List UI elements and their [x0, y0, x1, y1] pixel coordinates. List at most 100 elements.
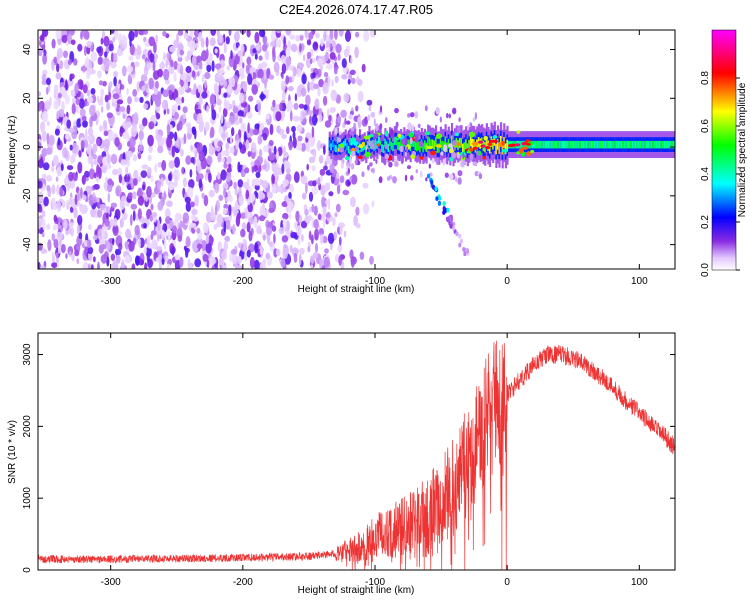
spectrogram-cell — [459, 238, 464, 244]
spectrogram-cell — [617, 140, 620, 149]
spectrogram-cell — [38, 196, 41, 204]
spectrogram-cell — [361, 141, 365, 147]
spectrogram-cell — [444, 172, 449, 178]
spectrogram-cell — [67, 33, 72, 45]
spectrogram-cell — [399, 145, 404, 153]
spectrogram-cell — [133, 169, 139, 182]
spectrogram-cell — [161, 229, 166, 241]
spectrogram-cell — [132, 89, 138, 97]
spectrogram-cell — [101, 226, 105, 238]
spectrogram-cell — [463, 142, 466, 153]
spectrogram-cell — [448, 143, 453, 148]
spectrogram-cell — [653, 140, 657, 149]
x-tick-label: 100 — [631, 276, 648, 287]
spectrogram-cell — [110, 202, 118, 208]
spectrogram-cell — [202, 253, 209, 262]
spectrogram-cell — [78, 232, 83, 240]
spectrogram-cell — [142, 117, 148, 127]
spectrogram-cell — [596, 140, 599, 149]
spectrogram-cell — [213, 224, 218, 231]
spectrogram-cell — [200, 37, 205, 48]
spectrogram-cell — [201, 74, 205, 83]
spectrogram-cell — [374, 143, 377, 150]
spectrogram-cell — [478, 173, 483, 180]
spectrogram-cell — [160, 61, 165, 67]
spectrogram-cell — [92, 153, 97, 160]
spectrogram-cell — [162, 31, 167, 37]
spectrogram-cell — [231, 127, 235, 137]
spectrogram-cell — [349, 196, 356, 208]
spectrogram-cell — [46, 223, 51, 231]
spectrogram-cell — [317, 86, 321, 97]
spectrogram-cell — [299, 214, 303, 224]
spectrogram-cell — [634, 140, 637, 149]
spectrogram-cell — [79, 108, 86, 117]
spectrogram-cell — [590, 140, 593, 149]
spectrogram-cell — [394, 161, 399, 167]
spectrogram-cell — [190, 222, 195, 228]
spectrogram-cell — [68, 196, 73, 206]
spectrogram-cell — [246, 212, 253, 218]
spectrogram-cell — [379, 105, 383, 113]
spectrogram-cell — [138, 130, 144, 141]
spectrogram-cell — [46, 184, 51, 192]
spectrogram-cell — [68, 222, 74, 228]
spectrogram-cell — [419, 143, 422, 153]
spectrogram-cell — [90, 44, 94, 51]
spectrogram-cell — [266, 191, 273, 199]
spectrogram-cell — [237, 50, 244, 57]
spectrogram-cell — [119, 127, 123, 137]
spectrogram-cell — [240, 228, 246, 238]
spectrogram-cell — [501, 140, 505, 146]
spectrogram-cell — [96, 95, 100, 103]
spectrogram-cell — [538, 140, 541, 149]
spectrogram-cell — [198, 151, 205, 162]
spectrogram-cell — [246, 249, 251, 258]
spectrogram-cell — [173, 60, 178, 70]
spectrogram-cell — [426, 173, 431, 179]
spectrogram-cell — [394, 107, 399, 114]
spectrogram-cell — [389, 129, 394, 137]
spectrogram-cell — [371, 200, 375, 208]
spectrogram-cell — [193, 64, 200, 71]
spectrogram-cell — [519, 140, 522, 149]
spectrogram-cell — [485, 136, 488, 147]
spectrogram-cell — [190, 156, 195, 164]
spectrogram-cell — [302, 54, 306, 62]
spectrogram-cell — [401, 138, 406, 145]
spectrogram-cell — [342, 189, 350, 196]
spectrogram-cell — [311, 113, 318, 126]
spectrogram-cell — [74, 82, 79, 94]
spectrogram-cell — [638, 140, 641, 149]
spectrogram-cell — [400, 157, 404, 165]
spectrogram-cell — [134, 30, 139, 38]
spectrogram-cell — [592, 140, 595, 149]
spectrogram-cell — [205, 48, 209, 60]
spectrogram-cell — [163, 68, 170, 81]
spectrogram-cell — [410, 175, 414, 181]
spectrogram-cell — [71, 103, 76, 115]
spectrogram-cell — [57, 244, 61, 254]
spectrogram-cell — [70, 39, 76, 45]
spectrogram-cell — [171, 104, 175, 117]
spectrogram-cell — [355, 206, 360, 216]
spectrogram-cell — [569, 140, 572, 149]
spectrogram-cell — [127, 96, 132, 105]
spectrogram-cell — [330, 89, 338, 102]
spectrogram-cell — [250, 258, 254, 267]
spectrogram-cell — [242, 62, 245, 69]
spectrogram-cell — [140, 170, 148, 179]
spectrogram-cell — [574, 140, 577, 149]
spectrogram-cell — [204, 121, 210, 132]
spectrogram-cell — [351, 77, 356, 85]
spectrogram-cell — [622, 140, 625, 149]
spectrogram-cell — [175, 212, 181, 222]
spectrogram-cell — [76, 118, 82, 128]
spectrogram-cell — [313, 219, 319, 229]
spectrogram-cell — [132, 210, 136, 222]
spectrogram-cell — [657, 140, 660, 149]
spectrogram-cell — [125, 176, 129, 182]
spectrogram-cell — [351, 127, 355, 133]
spectrogram-cell — [392, 176, 397, 184]
spectrogram-cell — [131, 263, 136, 269]
